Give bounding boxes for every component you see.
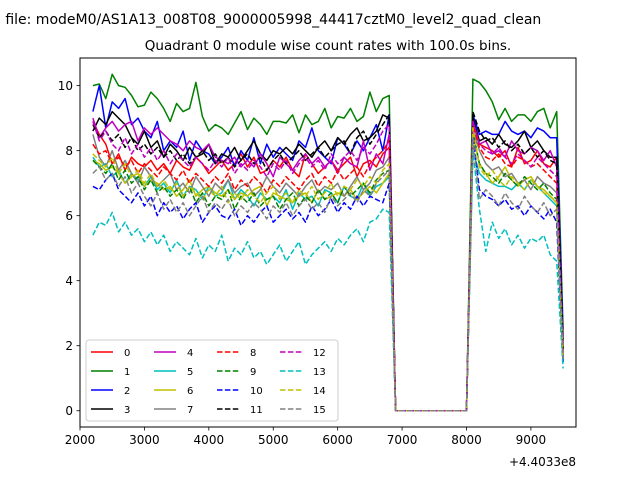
y-tick-label: 4 xyxy=(65,274,73,288)
axes-frame xyxy=(79,57,577,428)
legend-label-3: 3 xyxy=(124,405,130,416)
legend-label-6: 6 xyxy=(187,386,193,397)
series-line-8 xyxy=(92,123,564,412)
x-tick-label: 3000 xyxy=(129,433,160,447)
figure-suptitle: n file: modeM0/AS1A13_008T08_9000005998_… xyxy=(0,12,541,28)
y-tick-label: 6 xyxy=(65,209,73,223)
legend-label-7: 7 xyxy=(187,405,193,416)
x-axis-offset-label: +4.4033e8 xyxy=(509,455,576,469)
chart-title: Quadrant 0 module wise count rates with … xyxy=(145,38,511,54)
legend-label-13: 13 xyxy=(313,367,326,378)
legend-label-0: 0 xyxy=(124,348,130,359)
series-line-13 xyxy=(92,149,564,412)
legend-label-11: 11 xyxy=(250,405,263,416)
x-tick-label: 7000 xyxy=(387,433,418,447)
y-tick-label: 0 xyxy=(65,404,73,418)
x-axis: 2000 3000 4000 5000 6000 7000 8000 9000 xyxy=(65,427,546,447)
legend-label-1: 1 xyxy=(124,367,130,378)
series-line-1 xyxy=(92,73,564,412)
legend-label-8: 8 xyxy=(250,348,256,359)
series-line-9 xyxy=(92,130,564,412)
legend-label-12: 12 xyxy=(313,348,326,359)
x-tick-label: 5000 xyxy=(258,433,289,447)
legend-label-14: 14 xyxy=(313,386,326,397)
legend-label-4: 4 xyxy=(187,348,193,359)
x-tick-label: 8000 xyxy=(451,433,482,447)
x-tick-label: 9000 xyxy=(516,433,547,447)
y-axis: 0 2 4 6 8 10 xyxy=(58,79,80,418)
series-line-15 xyxy=(92,136,564,412)
x-tick-label: 6000 xyxy=(322,433,353,447)
legend-label-10: 10 xyxy=(250,386,263,397)
x-tick-label: 4000 xyxy=(194,433,225,447)
plot-lines xyxy=(92,73,564,412)
series-line-4 xyxy=(92,117,564,412)
legend-label-2: 2 xyxy=(124,386,130,397)
y-tick-label: 2 xyxy=(65,339,73,353)
series-line-11 xyxy=(92,110,564,412)
legend-label-15: 15 xyxy=(313,405,326,416)
y-tick-label: 8 xyxy=(65,144,73,158)
series-line-5 xyxy=(92,149,564,412)
legend-box xyxy=(85,339,339,422)
series-line-12 xyxy=(92,120,564,412)
series-line-14 xyxy=(92,127,564,412)
legend-label-9: 9 xyxy=(250,367,256,378)
x-tick-label: 2000 xyxy=(65,433,96,447)
y-tick-label: 10 xyxy=(58,79,73,93)
legend-label-5: 5 xyxy=(187,367,193,378)
